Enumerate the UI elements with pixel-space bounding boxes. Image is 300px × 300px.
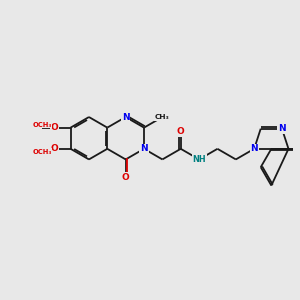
Text: OCH₃: OCH₃ [32,122,52,128]
Text: N: N [278,124,286,133]
Text: O: O [51,144,58,153]
Text: OCH₃: OCH₃ [32,149,52,155]
Text: N: N [140,144,148,153]
Text: N: N [250,144,258,153]
Text: O: O [51,123,58,132]
Text: NH: NH [192,155,206,164]
Text: CH₃: CH₃ [155,114,170,120]
Text: N: N [122,112,130,122]
Text: O: O [177,128,184,136]
Text: O: O [122,173,130,182]
